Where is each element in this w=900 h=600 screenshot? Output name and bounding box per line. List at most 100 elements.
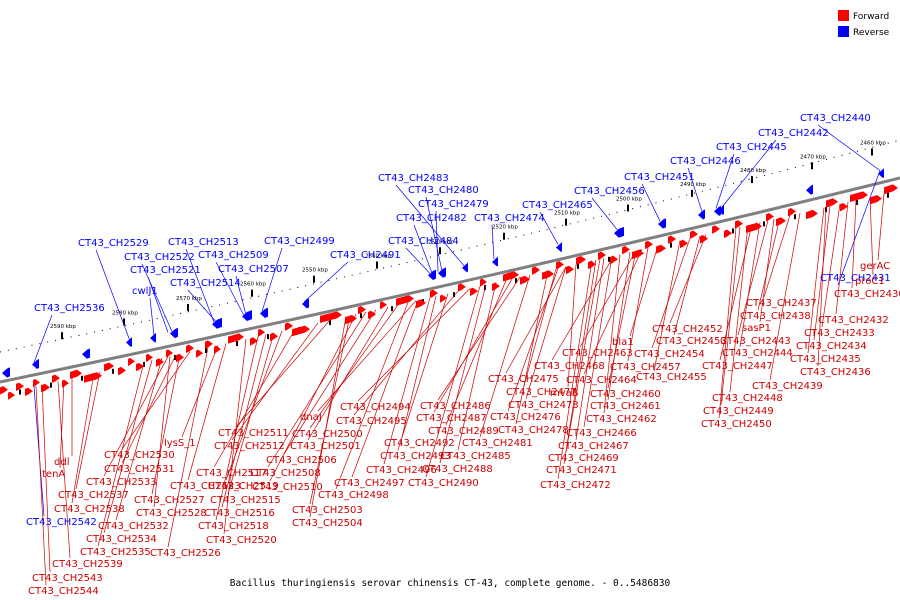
- forward-gene: [16, 382, 24, 391]
- forward-gene: [598, 251, 606, 260]
- forward-gene-label: CT43_CH2537: [58, 490, 129, 501]
- leader-line: [579, 250, 637, 348]
- leader-line: [383, 297, 431, 465]
- leader-line: [231, 322, 319, 441]
- forward-gene-label: CT43_CH2488: [422, 464, 493, 475]
- reverse-gene-label: CT43_CH2513: [168, 237, 239, 248]
- leader-line: [437, 276, 521, 401]
- forward-gene: [520, 275, 530, 285]
- forward-gene-label: CT43_CH2511: [218, 428, 289, 439]
- forward-gene-label: tenA: [42, 469, 65, 480]
- reverse-gene-label: CT43_CH2479: [418, 199, 489, 210]
- leader-line: [401, 296, 437, 438]
- forward-gene-label: CT43_CH2498: [318, 490, 389, 501]
- forward-gene-label: CT43_CH2443: [720, 336, 791, 347]
- forward-gene: [136, 362, 144, 372]
- forward-gene-label: CT43_CH2503: [292, 505, 363, 516]
- forward-gene: [128, 357, 135, 366]
- reverse-gene: [878, 168, 884, 179]
- leader-line: [227, 332, 275, 495]
- leader-line: [687, 167, 703, 212]
- forward-gene: [146, 353, 153, 362]
- leader-line: [309, 316, 347, 518]
- forward-gene: [118, 366, 126, 376]
- scale-tick-label: 2530 kbp: [428, 239, 454, 245]
- forward-gene-label: CT43_CH2478: [498, 425, 569, 436]
- leader-line: [317, 300, 417, 412]
- reverse-gene: [462, 262, 468, 273]
- reverse-gene-label: CT43_CH2491: [330, 250, 401, 261]
- forward-gene-label: CT43_CH2497: [334, 478, 405, 489]
- scale-tick-label: 2510 kbp: [554, 211, 580, 217]
- forward-gene-label: CT43_CH2453: [656, 336, 727, 347]
- leader-line: [221, 334, 267, 508]
- leader-line: [103, 360, 153, 534]
- leader-line: [641, 183, 661, 222]
- forward-gene-label: CT43_CH2448: [712, 393, 783, 404]
- leader-line: [303, 261, 349, 303]
- forward-gene-label: CT43_CH2461: [590, 401, 661, 412]
- forward-gene-label: CT43_CH2532: [98, 521, 169, 532]
- leader-line: [405, 247, 431, 274]
- forward-gene-label: CT43_CH2526: [150, 548, 221, 559]
- forward-gene-label: CT43_CH2475: [488, 374, 559, 385]
- leader-line: [185, 248, 215, 323]
- leader-line: [837, 170, 881, 286]
- forward-gene-label: CT43_CH2447: [702, 361, 773, 372]
- leader-line: [763, 215, 791, 298]
- forward-gene: [320, 311, 342, 323]
- leader-line: [435, 210, 439, 272]
- reverse-gene: [82, 348, 90, 359]
- leader-line: [33, 314, 53, 363]
- leader-line: [149, 297, 155, 336]
- reverse-gene-label: cwlJ1: [132, 286, 158, 297]
- leader-line: [737, 220, 769, 336]
- forward-gene: [104, 362, 114, 372]
- forward-gene-label: CT43_CH2495: [336, 416, 407, 427]
- leader-line: [213, 327, 297, 468]
- reverse-gene-label: CT43_CH2446: [670, 156, 741, 167]
- forward-gene-label: CT43_CH2454: [634, 349, 705, 360]
- forward-gene-label: CT43_CH2463: [562, 348, 633, 359]
- leader-line: [479, 274, 531, 438]
- leader-line: [813, 206, 831, 341]
- forward-gene: [70, 369, 82, 379]
- forward-gene-label: CT43_CH2444: [722, 348, 793, 359]
- forward-gene: [41, 383, 50, 393]
- leader-line: [283, 309, 377, 455]
- reverse-gene-label: CT43_CH2521: [130, 265, 201, 276]
- leader-line: [567, 264, 577, 388]
- forward-gene: [470, 287, 478, 296]
- leader-line: [439, 284, 487, 464]
- leader-line: [718, 227, 737, 419]
- forward-gene: [870, 195, 882, 205]
- leader-line: [551, 255, 615, 361]
- leader-line: [235, 275, 247, 316]
- leader-line: [739, 222, 761, 348]
- forward-gene-label: CT43_CH2519: [208, 481, 279, 492]
- forward-gene: [25, 387, 33, 396]
- forward-gene: [0, 386, 8, 395]
- leader-line: [759, 218, 775, 323]
- forward-gene: [156, 358, 164, 367]
- forward-gene: [884, 184, 898, 195]
- leader-line: [307, 306, 389, 441]
- reverse-gene: [698, 209, 705, 220]
- reverse-gene-label: CT43_CH2484: [388, 236, 459, 247]
- forward-gene: [788, 207, 796, 217]
- reverse-gene-label: CT43_CH2451: [624, 172, 695, 183]
- forward-gene: [270, 332, 278, 342]
- reverse-gene-label: CT43_CH2499: [264, 236, 335, 247]
- leader-line: [397, 293, 449, 451]
- reverse-gene-label: CT43_CH2456: [574, 186, 645, 197]
- reverse-gene-label: CT43_CH2480: [408, 185, 479, 196]
- leader-line: [309, 304, 399, 429]
- forward-gene-label: CT43_CH2487: [416, 413, 487, 424]
- forward-gene-label: CT43_CH2539: [52, 559, 123, 570]
- forward-gene: [430, 289, 438, 299]
- forward-gene: [440, 294, 447, 303]
- leader-line: [235, 319, 331, 428]
- leader-line: [591, 197, 619, 231]
- forward-gene-label: CT43_CH2439: [752, 381, 823, 392]
- reverse-gene: [212, 317, 222, 329]
